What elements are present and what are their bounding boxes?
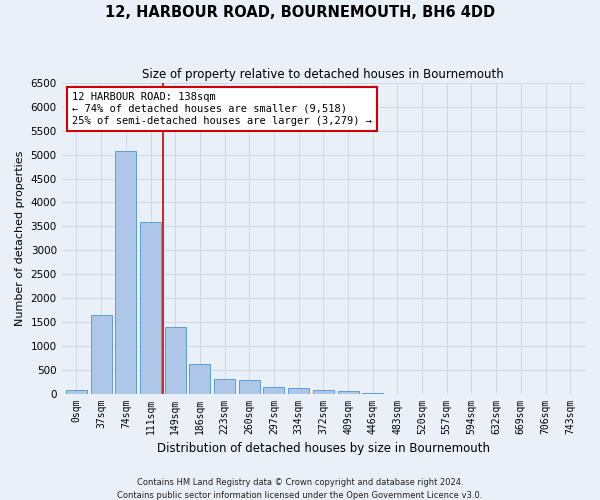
Bar: [313, 390, 334, 394]
Bar: [165, 327, 186, 394]
Text: 12 HARBOUR ROAD: 138sqm
← 74% of detached houses are smaller (9,518)
25% of semi: 12 HARBOUR ROAD: 138sqm ← 74% of detache…: [72, 92, 372, 126]
Text: Contains HM Land Registry data © Crown copyright and database right 2024.
Contai: Contains HM Land Registry data © Crown c…: [118, 478, 482, 500]
Bar: [91, 314, 112, 394]
Bar: [288, 388, 309, 394]
Bar: [338, 392, 359, 394]
Bar: [66, 390, 87, 394]
Y-axis label: Number of detached properties: Number of detached properties: [15, 150, 25, 326]
Text: 12, HARBOUR ROAD, BOURNEMOUTH, BH6 4DD: 12, HARBOUR ROAD, BOURNEMOUTH, BH6 4DD: [105, 5, 495, 20]
X-axis label: Distribution of detached houses by size in Bournemouth: Distribution of detached houses by size …: [157, 442, 490, 455]
Bar: [115, 152, 136, 394]
Bar: [239, 380, 260, 394]
Title: Size of property relative to detached houses in Bournemouth: Size of property relative to detached ho…: [142, 68, 504, 80]
Bar: [214, 379, 235, 394]
Bar: [263, 387, 284, 394]
Bar: [140, 222, 161, 394]
Bar: [190, 364, 211, 394]
